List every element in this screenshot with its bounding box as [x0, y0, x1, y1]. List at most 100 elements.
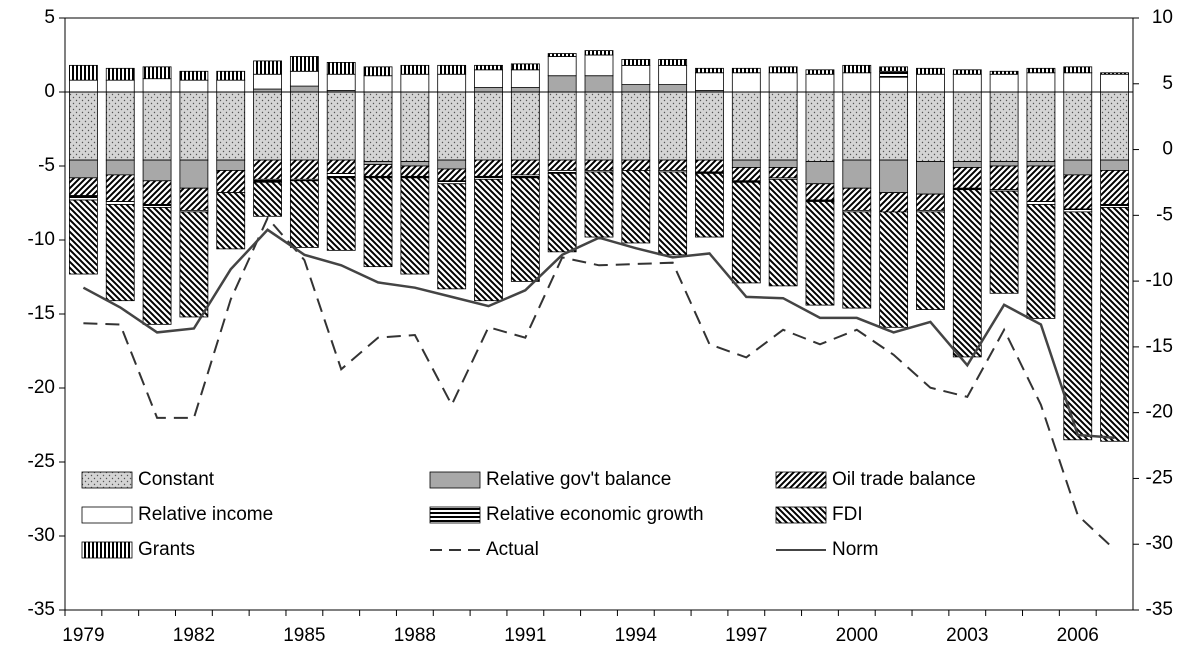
- bar-segment: [510, 177, 540, 282]
- bar-segment: [1026, 204, 1056, 319]
- bar-segment: [105, 159, 135, 176]
- bar-segment: [989, 165, 1019, 191]
- bar-segment: [916, 211, 945, 310]
- bar-segment: [510, 159, 540, 176]
- bar-segment: [142, 207, 172, 325]
- bar-segment: [695, 172, 724, 238]
- bar-segment: [105, 79, 135, 93]
- bar-segment: [69, 159, 98, 179]
- y-tick-label: -25: [28, 451, 55, 472]
- bar-segment: [952, 189, 982, 358]
- bar-segment: [916, 67, 945, 75]
- bar-segment: [731, 91, 761, 161]
- bar-segment: [289, 91, 319, 161]
- bar-segment: [547, 172, 577, 253]
- bar-segment: [805, 183, 835, 201]
- y2-tick-label: -35: [1146, 599, 1173, 620]
- bar-segment: [363, 66, 393, 77]
- legend-swatch: [775, 506, 827, 524]
- bar-segment: [1026, 72, 1056, 93]
- legend-label: Relative gov't balance: [486, 469, 671, 490]
- y-tick-label: -15: [28, 303, 55, 324]
- bar-segment: [437, 183, 467, 290]
- bar-segment: [989, 190, 1019, 294]
- legend-swatch: [429, 506, 481, 524]
- bar-segment: [142, 180, 172, 205]
- x-tick-label: 1994: [615, 625, 658, 646]
- bar-segment: [547, 75, 577, 93]
- bar-segment: [216, 159, 246, 171]
- bar-segment: [621, 59, 651, 66]
- bar-segment: [731, 72, 761, 93]
- bar-segment: [989, 70, 1019, 75]
- bar-segment: [400, 177, 430, 275]
- y-tick-label: 0: [44, 81, 55, 102]
- bar-segment: [289, 159, 319, 180]
- bar-segment: [326, 62, 356, 75]
- legend-swatch: [775, 471, 827, 489]
- y2-tick-label: 10: [1152, 7, 1173, 28]
- y2-tick-label: -15: [1146, 336, 1173, 357]
- bar-segment: [179, 70, 209, 81]
- x-tick-label: 2003: [946, 625, 988, 646]
- bar-segment: [916, 161, 945, 195]
- y2-tick-label: -30: [1146, 533, 1173, 554]
- bar-segment: [437, 159, 467, 170]
- legend-label: Relative income: [138, 504, 273, 525]
- bar-segment: [695, 67, 724, 74]
- bar-segment: [289, 56, 319, 72]
- bar-segment: [253, 73, 282, 90]
- x-tick-label: 1982: [173, 625, 215, 646]
- bar-segment: [658, 64, 688, 86]
- bar-segment: [658, 171, 688, 256]
- bar-segment: [547, 159, 577, 171]
- bar-segment: [474, 69, 503, 88]
- bar-segment: [474, 175, 503, 180]
- x-tick-label: 1988: [394, 625, 436, 646]
- legend-swatch: [81, 541, 133, 559]
- bar-segment: [363, 91, 393, 162]
- bar-segment: [105, 201, 135, 205]
- y-tick-label: 5: [44, 7, 55, 28]
- bar-segment: [1026, 165, 1056, 202]
- bar-segment: [142, 204, 172, 208]
- bar-segment: [1063, 72, 1093, 93]
- bar-segment: [437, 64, 467, 75]
- bar-segment: [510, 69, 540, 88]
- bar-segment: [621, 64, 651, 86]
- bar-segment: [289, 70, 319, 87]
- legend-label: Grants: [138, 539, 195, 560]
- bar-segment: [621, 84, 651, 93]
- bar-segment: [547, 91, 577, 161]
- bar-segment: [658, 91, 688, 161]
- bar-segment: [731, 167, 761, 182]
- y-tick-label: -5: [38, 155, 55, 176]
- bar-segment: [400, 64, 430, 75]
- bar-segment: [879, 91, 909, 161]
- bar-segment: [474, 64, 503, 71]
- bar-segment: [731, 159, 761, 168]
- bar-segment: [1063, 91, 1093, 161]
- bar-segment: [768, 167, 798, 179]
- bar-segment: [989, 73, 1019, 93]
- bar-segment: [842, 64, 872, 74]
- bar-segment: [1100, 73, 1129, 93]
- bar-segment: [989, 91, 1019, 162]
- bar-segment: [658, 84, 688, 93]
- legend-label: Norm: [832, 539, 878, 560]
- bar-segment: [1026, 201, 1056, 205]
- bar-segment: [474, 87, 503, 93]
- legend-swatch: [81, 471, 133, 489]
- bar-segment: [842, 211, 872, 309]
- bar-segment: [216, 170, 246, 194]
- bar-segment: [768, 72, 798, 93]
- bar-segment: [400, 73, 430, 93]
- bar-segment: [1063, 66, 1093, 74]
- bar-segment: [879, 76, 909, 93]
- bar-segment: [69, 91, 98, 161]
- bar-segment: [363, 75, 393, 93]
- bar-segment: [105, 67, 135, 81]
- bar-segment: [253, 181, 282, 217]
- bar-segment: [216, 79, 246, 93]
- bar-segment: [216, 192, 246, 250]
